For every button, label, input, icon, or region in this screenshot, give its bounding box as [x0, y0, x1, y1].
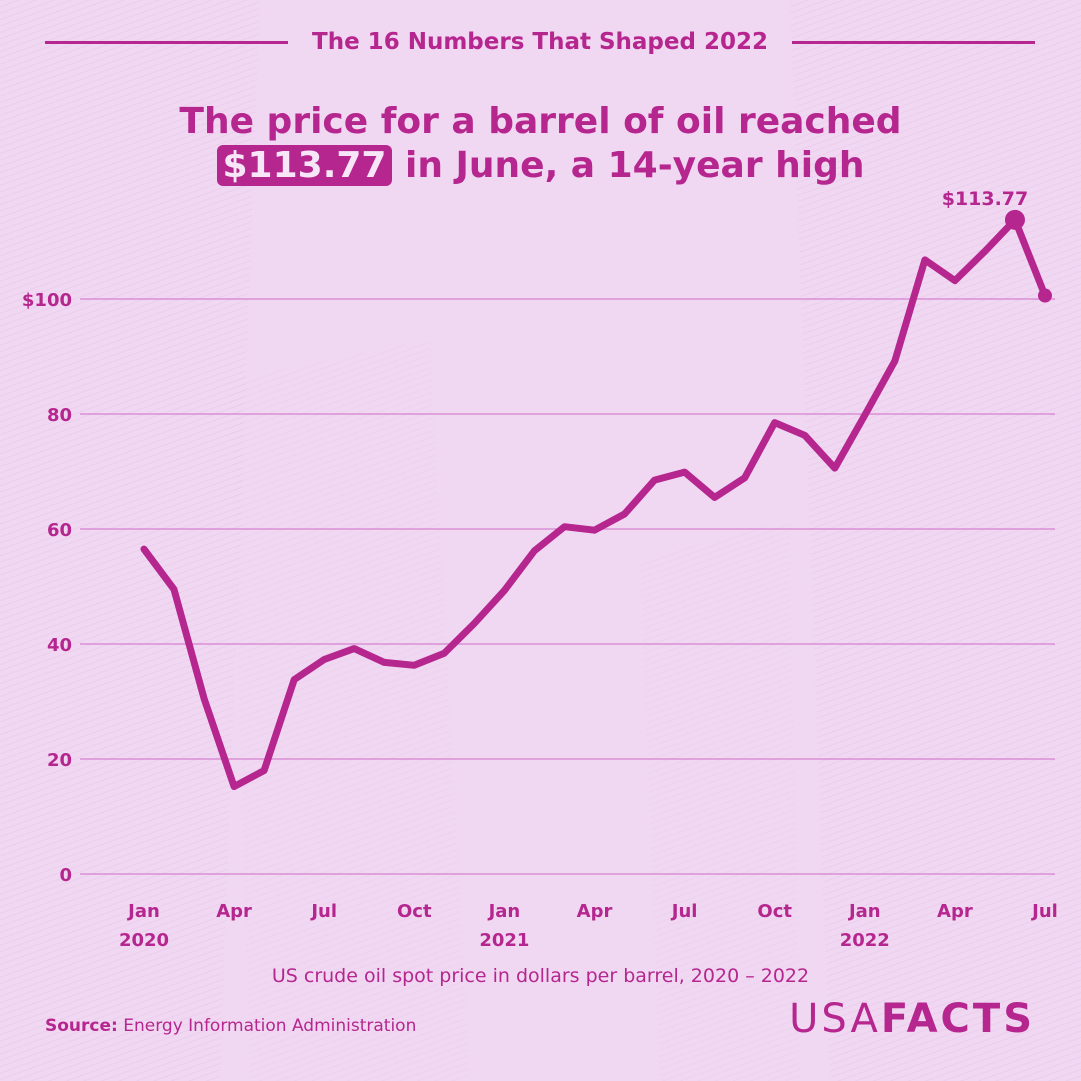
headline-highlight: $113.77	[216, 145, 393, 186]
x-tick-label: Jul	[1030, 901, 1058, 922]
source-note: Source: Energy Information Administratio…	[45, 1016, 416, 1036]
header-label: The 16 Numbers That Shaped 2022	[312, 29, 768, 55]
x-tick-label: Jul	[670, 901, 698, 922]
end-point	[1038, 288, 1052, 303]
headline-line-2-rest: in June, a 14-year high	[392, 145, 865, 186]
source-label: Source:	[45, 1016, 118, 1036]
x-tick-year-label: 2020	[119, 930, 169, 951]
source-text: Energy Information Administration	[117, 1016, 417, 1036]
y-tick-label: 40	[47, 635, 72, 656]
headline-line-2: $113.77 in June, a 14-year high	[0, 144, 1081, 188]
y-tick-label: 20	[47, 750, 72, 771]
header: The 16 Numbers That Shaped 2022	[45, 22, 1035, 62]
series-line-oil-price	[140, 216, 1049, 791]
headline-line-1: The price for a barrel of oil reached	[179, 101, 902, 142]
peak-data-label: $113.77	[942, 188, 1029, 210]
x-tick-label: Jan	[487, 901, 521, 922]
headline: The price for a barrel of oil reached $1…	[0, 100, 1081, 188]
chart-subtitle: US crude oil spot price in dollars per b…	[271, 965, 810, 987]
peak-point	[1004, 209, 1025, 230]
usafacts-logo: USAFACTS	[789, 996, 1035, 1042]
x-tick-label: Oct	[757, 901, 792, 922]
x-tick-label: Apr	[216, 901, 252, 922]
header-rule-left	[45, 40, 289, 44]
x-tick-label: Oct	[397, 901, 432, 922]
x-tick-year-label: 2022	[840, 930, 890, 951]
x-tick-year-label: 2021	[479, 930, 529, 951]
x-tick-label: Apr	[577, 901, 613, 922]
logo-facts: FACTS	[880, 996, 1035, 1042]
logo-usa: USA	[789, 996, 881, 1042]
x-tick-label: Jan	[126, 901, 160, 922]
x-tick-label: Apr	[937, 901, 973, 922]
y-tick-label: $100	[22, 290, 72, 311]
x-tick-label: Jan	[847, 901, 881, 922]
y-tick-label: 60	[47, 520, 72, 541]
x-tick-label: Jul	[309, 901, 337, 922]
y-tick-label: 80	[47, 405, 72, 426]
header-rule-right	[791, 40, 1035, 44]
y-tick-label: 0	[59, 865, 72, 886]
